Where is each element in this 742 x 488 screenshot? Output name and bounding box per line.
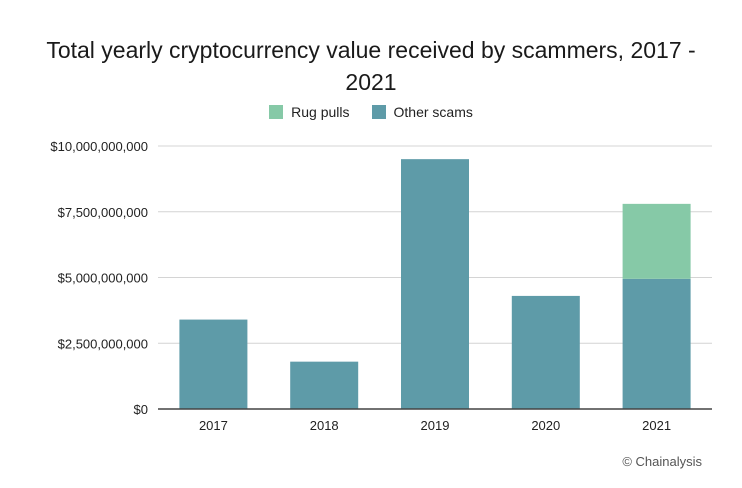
legend-swatch-other-scams: [371, 105, 386, 119]
legend-item-rug-pulls: Rug pulls: [269, 104, 350, 120]
y-tick-label: $10,000,000,000: [50, 139, 148, 154]
y-tick-label: $5,000,000,000: [58, 271, 148, 286]
x-tick-label: 2020: [531, 418, 560, 433]
legend-label-rug-pulls: Rug pulls: [291, 104, 350, 120]
x-tick-label: 2019: [421, 418, 450, 433]
chart-legend: Rug pulls Other scams: [0, 104, 742, 120]
bar-other-scams-2021: [622, 278, 691, 409]
bar-other-scams-2020: [511, 295, 580, 409]
x-tick-label: 2018: [310, 418, 339, 433]
bar-other-scams-2017: [179, 319, 248, 409]
bar-other-scams-2019: [401, 159, 469, 409]
x-tick-label: 2017: [199, 418, 228, 433]
bar-other-scams-2018: [290, 361, 359, 409]
y-tick-label: $2,500,000,000: [58, 336, 148, 351]
legend-swatch-rug-pulls: [269, 105, 284, 119]
x-tick-label: 2021: [642, 418, 671, 433]
legend-label-other-scams: Other scams: [393, 104, 473, 120]
chart-title: Total yearly cryptocurrency value receiv…: [46, 37, 696, 95]
bar-rug-pulls-2021: [622, 203, 691, 279]
source-credit: © Chainalysis: [622, 454, 702, 469]
legend-item-other-scams: Other scams: [371, 104, 473, 120]
y-tick-label: $0: [134, 402, 148, 417]
y-tick-label: $7,500,000,000: [58, 205, 148, 220]
